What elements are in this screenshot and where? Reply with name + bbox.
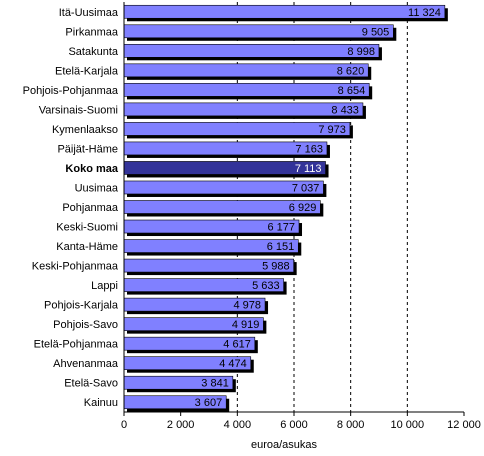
value-label: 9 505 <box>362 26 390 38</box>
category-label: Etelä-Pohjanmaa <box>34 339 119 351</box>
x-tick-label: 12 000 <box>447 419 481 431</box>
value-label: 8 998 <box>347 46 375 58</box>
value-label: 7 113 <box>295 163 322 175</box>
bars <box>123 4 448 412</box>
bar <box>123 102 364 117</box>
category-label: Etelä-Karjala <box>55 65 119 77</box>
x-tick-label: 2 000 <box>167 419 195 431</box>
category-label: Päijät-Häme <box>57 143 118 155</box>
category-label: Koko maa <box>65 163 118 175</box>
category-labels: Itä-Uusimaa Pirkanmaa Satakunta Etelä-Karja… <box>23 7 119 409</box>
x-axis: 0 2 000 4 000 6 000 8 000 10 000 12 000 <box>121 2 481 431</box>
value-label: 4 474 <box>219 358 247 370</box>
bar <box>123 122 351 136</box>
category-label: Etelä-Savo <box>64 378 118 390</box>
x-tick-label: 10 000 <box>391 419 425 431</box>
category-label: Keski-Pohjanmaa <box>32 261 119 273</box>
category-label: Pohjanmaa <box>62 202 119 214</box>
category-label: Lappi <box>91 280 118 292</box>
category-label: Kainuu <box>84 397 118 409</box>
value-label: 4 978 <box>234 300 262 312</box>
bar <box>123 24 394 39</box>
category-label: Pohjois-Savo <box>53 319 118 331</box>
value-label: 7 037 <box>292 182 320 194</box>
category-label: Keski-Suomi <box>56 222 118 234</box>
category-label: Pohjois-Pohjanmaa <box>23 85 119 97</box>
x-tick-label: 0 <box>121 419 127 431</box>
value-label: 3 841 <box>201 378 229 390</box>
value-label: 7 163 <box>295 143 323 155</box>
x-tick-label: 8 000 <box>337 419 365 431</box>
value-label: 8 654 <box>338 85 366 97</box>
x-tick-label: 4 000 <box>224 419 252 431</box>
value-label: 6 177 <box>267 222 295 234</box>
value-label: 5 633 <box>252 280 280 292</box>
category-label: Ahvenanmaa <box>53 358 119 370</box>
category-label: Kanta-Häme <box>56 241 118 253</box>
category-label: Uusimaa <box>75 182 119 194</box>
category-label: Pirkanmaa <box>65 26 118 38</box>
value-label: 7 973 <box>318 124 346 136</box>
bar <box>123 4 446 19</box>
value-label: 8 433 <box>331 104 359 116</box>
x-tick-label: 6 000 <box>280 419 308 431</box>
category-label: Satakunta <box>68 46 118 58</box>
value-label: 11 324 <box>408 7 441 19</box>
x-axis-label: euroa/asukas <box>251 439 318 451</box>
bar <box>123 63 369 78</box>
value-label: 4 919 <box>232 319 260 331</box>
value-label: 5 988 <box>262 261 290 273</box>
value-labels: 11 324 9 505 8 998 8 620 8 654 8 433 7 973 7 16… <box>195 7 441 409</box>
bar <box>123 44 380 58</box>
value-label: 4 617 <box>223 339 251 351</box>
category-label: Varsinais-Suomi <box>39 104 118 116</box>
category-label: Kymenlaakso <box>52 124 118 136</box>
value-label: 6 929 <box>289 202 317 214</box>
value-label: 8 620 <box>337 65 365 77</box>
bar <box>123 83 370 97</box>
value-label: 3 607 <box>195 397 223 409</box>
category-label: Pohjois-Karjala <box>44 300 119 312</box>
category-label: Itä-Uusimaa <box>59 7 119 19</box>
value-label: 6 151 <box>267 241 295 253</box>
